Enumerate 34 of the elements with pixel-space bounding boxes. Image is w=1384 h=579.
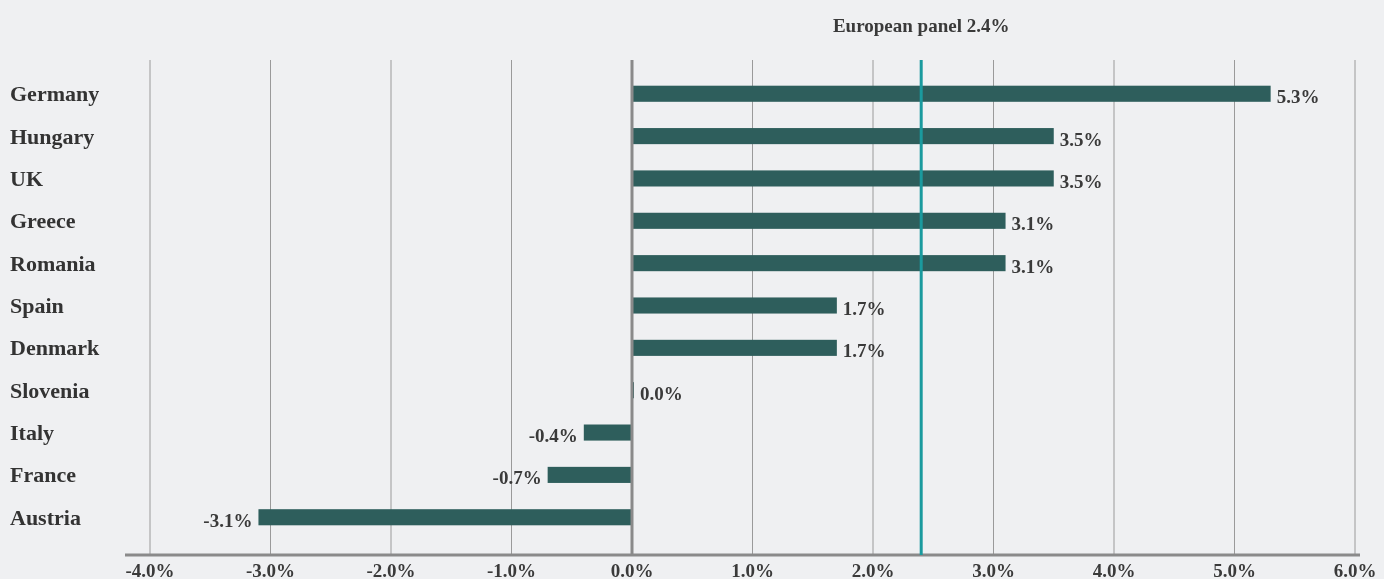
- x-tick-label: -3.0%: [245, 560, 296, 579]
- data-label: -3.1%: [203, 509, 253, 531]
- x-tick-label: 4.0%: [1092, 560, 1136, 579]
- y-tick-label: Greece: [10, 208, 76, 234]
- x-tick-label: 3.0%: [972, 560, 1015, 579]
- y-tick-label: Denmark: [10, 335, 100, 361]
- data-label: 3.5%: [1059, 170, 1103, 192]
- data-label: 3.1%: [1011, 213, 1055, 235]
- y-tick-label: UK: [10, 165, 43, 191]
- y-tick-label: Spain: [10, 293, 64, 318]
- x-tick-label: 1.0%: [731, 560, 774, 579]
- x-tick-label: -4.0%: [125, 560, 175, 579]
- y-tick-label: Italy: [10, 420, 54, 446]
- data-label: -0.4%: [528, 425, 578, 447]
- x-tick-label: 6.0%: [1333, 560, 1377, 579]
- data-label: 0.0%: [640, 382, 683, 404]
- data-label: -0.7%: [492, 467, 542, 489]
- y-tick-label: Austria: [10, 504, 81, 530]
- data-label: 5.3%: [1276, 86, 1320, 108]
- x-tick-label: 5.0%: [1213, 560, 1256, 579]
- data-label: 1.7%: [842, 340, 886, 362]
- x-tick-label: -1.0%: [486, 560, 537, 579]
- data-label: 3.1%: [1011, 255, 1055, 277]
- ref-line-label: European panel 2.4%: [832, 15, 1010, 36]
- y-tick-label: Romania: [10, 250, 96, 276]
- y-tick-label: France: [10, 462, 77, 488]
- data-label: 1.7%: [842, 298, 886, 319]
- y-tick-label: Germany: [10, 81, 100, 107]
- data-label: 3.5%: [1059, 128, 1103, 150]
- x-tick-label: 2.0%: [851, 560, 895, 579]
- y-tick-label: Hungary: [10, 123, 95, 149]
- x-tick-label: 0.0%: [610, 560, 654, 579]
- x-tick-label: -2.0%: [366, 560, 416, 579]
- y-tick-label: Slovenia: [10, 377, 90, 403]
